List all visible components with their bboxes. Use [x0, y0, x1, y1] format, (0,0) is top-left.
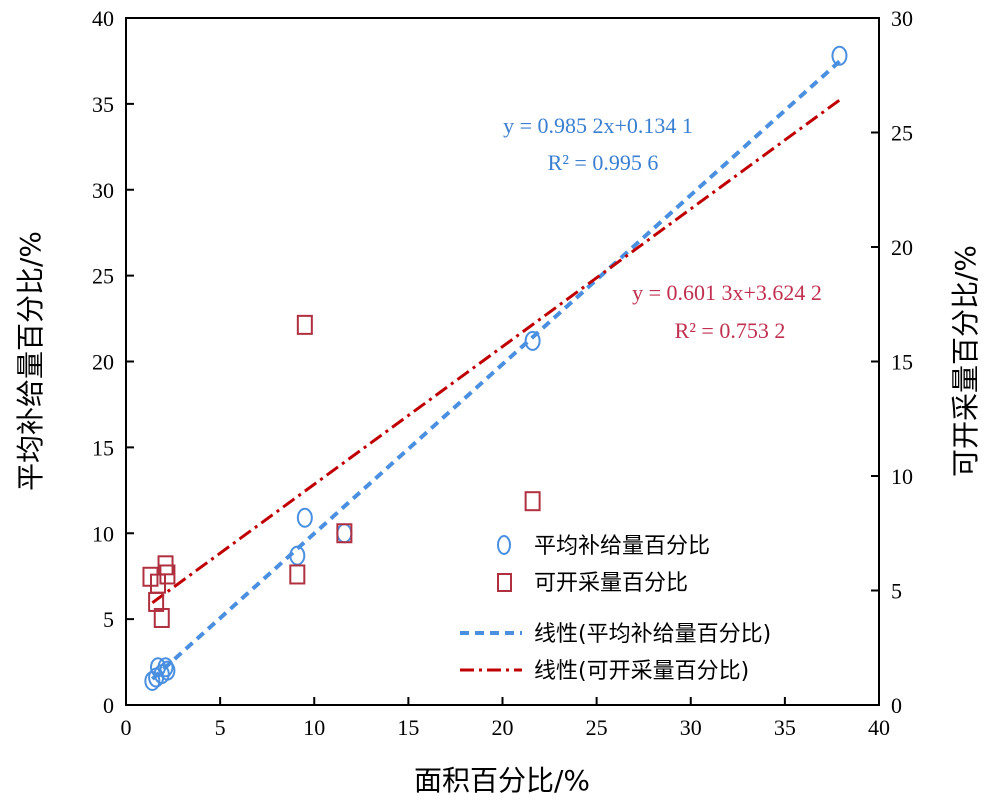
exploitable-point	[336, 523, 353, 544]
x-tick-label: 10	[303, 715, 325, 740]
y-left-tick-label: 10	[92, 521, 114, 546]
fit-line-exploitable	[151, 98, 841, 604]
y-left-tick-label: 40	[92, 6, 114, 31]
legend-label-fit-exploitable: 线性(可开采量百分比)	[534, 659, 749, 684]
y-left-tick-label: 20	[92, 350, 114, 375]
y-axis-left-title: 平均补给量百分比/%	[14, 231, 47, 491]
x-tick-label: 20	[492, 715, 514, 740]
y-left-tick-label: 25	[92, 264, 114, 289]
exploitable-point	[296, 314, 313, 335]
x-tick-label: 25	[586, 715, 608, 740]
y-left-tick-label: 30	[92, 178, 114, 203]
y-left-tick-label: 0	[103, 693, 114, 718]
recharge-point	[296, 507, 313, 528]
recharge-point	[336, 523, 353, 544]
y-right-tick-label: 25	[891, 121, 913, 146]
exploitable-point	[153, 607, 170, 628]
legend-marker-circle	[497, 535, 511, 555]
y-left-tick-label: 5	[103, 607, 114, 632]
fit-equation-exploitable: y = 0.601 3x+3.624 2	[632, 280, 822, 305]
ticks-layer: 0 5 10 15 20 25 30 35 40051015202530354005101520…	[92, 6, 913, 740]
fit-r2-recharge: R² = 0.995 6	[548, 150, 659, 175]
legend-label-exploitable: 可开采量百分比	[534, 571, 688, 596]
exploitable-point	[524, 491, 541, 512]
x-tick-label: 35	[774, 715, 796, 740]
recharge-point	[524, 330, 541, 351]
fit-line-recharge	[151, 59, 841, 681]
y-right-tick-label: 15	[891, 350, 913, 375]
legend-label-fit-recharge: 线性(平均补给量百分比)	[534, 622, 771, 647]
x-tick-label: 15	[397, 715, 419, 740]
y-right-tick-label: 10	[891, 464, 913, 489]
y-left-tick-label: 35	[92, 92, 114, 117]
recharge-point	[159, 660, 176, 681]
exploitable-point	[159, 564, 176, 585]
fit-equation-recharge: y = 0.985 2x+0.134 1	[503, 113, 693, 138]
y-right-tick-label: 5	[891, 579, 902, 604]
y-right-tick-label: 30	[891, 6, 913, 31]
x-tick-label: 5	[215, 715, 226, 740]
y-right-tick-label: 0	[891, 693, 902, 718]
recharge-point	[157, 657, 174, 678]
legend: 平均补给量百分比 可开采量百分比 线性(平均补给量百分比) 线性(可开采量百分比…	[460, 534, 771, 684]
legend-label-recharge: 平均补给量百分比	[534, 534, 710, 559]
points-layer	[142, 45, 848, 691]
y-right-tick-label: 20	[891, 235, 913, 260]
legend-marker-square	[497, 573, 512, 592]
x-tick-label: 0	[121, 715, 132, 740]
x-tick-label: 30	[680, 715, 702, 740]
y-axis-right-title: 可开采量百分比/%	[949, 245, 982, 477]
x-axis-title: 面积百分比/%	[414, 764, 590, 797]
y-left-tick-label: 15	[92, 435, 114, 460]
exploitable-point	[289, 564, 306, 585]
fit-r2-exploitable: R² = 0.753 2	[675, 318, 786, 343]
fit-lines-layer	[151, 59, 841, 681]
recharge-point	[831, 45, 848, 66]
x-tick-label: 40	[868, 715, 890, 740]
